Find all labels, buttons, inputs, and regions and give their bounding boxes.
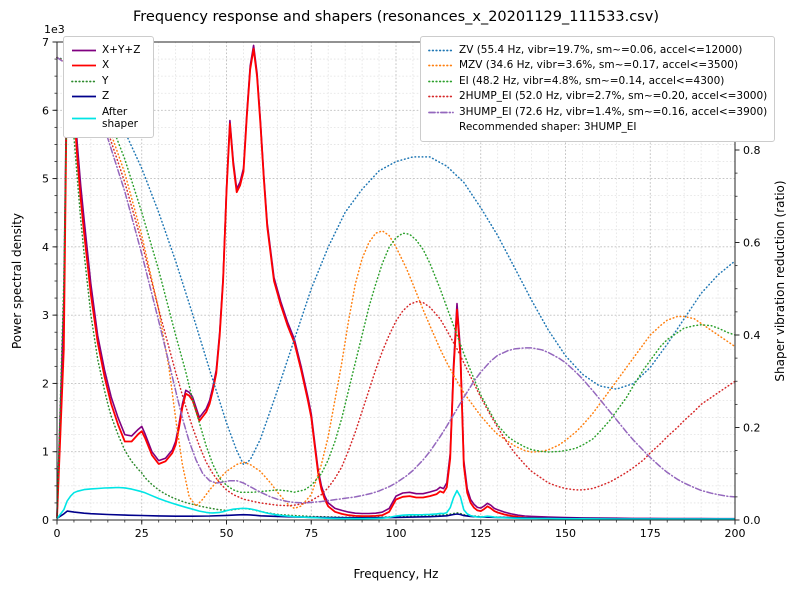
legend-line-sample-mzv-icon bbox=[428, 64, 454, 67]
tick-label: 0.2 bbox=[743, 421, 761, 434]
shaper-legend: ZV (55.4 Hz, vibr=19.7%, sm~=0.06, accel… bbox=[420, 36, 776, 142]
tick-label: 125 bbox=[470, 527, 491, 540]
tick-label: 5 bbox=[42, 173, 49, 186]
series-After shaper bbox=[56, 486, 735, 520]
series-ZV bbox=[56, 56, 736, 466]
legend-label-xyz: X+Y+Z bbox=[102, 43, 141, 56]
tick-label: 0.8 bbox=[743, 144, 761, 157]
tick-label: 100 bbox=[386, 527, 407, 540]
chart-title: Frequency response and shapers (resonanc… bbox=[133, 9, 659, 25]
tick-label: 200 bbox=[725, 527, 746, 540]
legend-line-sample-after-shaper-icon bbox=[72, 117, 96, 119]
legend-line-sample-3hump-ei-icon bbox=[428, 111, 454, 113]
legend-line-sample-y-icon bbox=[71, 80, 97, 82]
legend-item-z: Z bbox=[71, 90, 146, 103]
tick-label: 50 bbox=[220, 527, 234, 540]
axis-ticks bbox=[52, 41, 740, 525]
psd-legend: X+Y+Z X Y Z After shaper bbox=[63, 36, 154, 139]
legend-item-recommendation: Recommended shaper: 3HUMP_EI bbox=[428, 121, 767, 134]
tick-label: 150 bbox=[555, 527, 576, 540]
series-MZV bbox=[56, 56, 736, 510]
legend-label-mzv: MZV (34.6 Hz, vibr=3.6%, sm~=0.17, accel… bbox=[459, 59, 739, 71]
legend-label-y: Y bbox=[102, 74, 109, 87]
legend-item-after-shaper: After shaper bbox=[71, 106, 146, 131]
tick-label: 6 bbox=[42, 104, 49, 117]
tick-label: 175 bbox=[640, 527, 661, 540]
legend-item-ei: EI (48.2 Hz, vibr=4.8%, sm~=0.14, accel<… bbox=[428, 75, 767, 88]
legend-item-x: X bbox=[71, 59, 146, 72]
legend-item-y: Y bbox=[71, 75, 146, 88]
legend-label-zv: ZV (55.4 Hz, vibr=19.7%, sm~=0.06, accel… bbox=[459, 43, 743, 56]
legend-label-ei: EI (48.2 Hz, vibr=4.8%, sm~=0.14, accel<… bbox=[459, 74, 725, 87]
legend-item-2hump-ei: 2HUMP_EI (52.0 Hz, vibr=2.7%, sm~=0.20, … bbox=[428, 90, 767, 103]
legend-line-sample-z-icon bbox=[72, 95, 96, 98]
psd-series bbox=[56, 41, 736, 521]
legend-label-after-shaper: After shaper bbox=[102, 105, 139, 131]
legend-line-sample-zv-icon bbox=[428, 49, 454, 51]
series-2HUMP_EI bbox=[56, 56, 736, 507]
recommended-shaper-text: Recommended shaper: 3HUMP_EI bbox=[459, 121, 637, 133]
tick-label: 1 bbox=[42, 446, 49, 459]
tick-label: 2 bbox=[42, 377, 49, 390]
legend-line-sample-ei-icon bbox=[428, 80, 454, 82]
series-3HUMP_EI bbox=[56, 56, 736, 504]
tick-label: 0 bbox=[54, 527, 61, 540]
legend-item-zv: ZV (55.4 Hz, vibr=19.7%, sm~=0.06, accel… bbox=[428, 44, 767, 57]
legend-label-z: Z bbox=[102, 90, 110, 102]
tick-label: 25 bbox=[135, 527, 149, 540]
tick-label: 0.6 bbox=[743, 236, 761, 249]
legend-line-sample-x-icon bbox=[72, 64, 96, 67]
tick-label: 4 bbox=[42, 241, 49, 254]
tick-label: 0.0 bbox=[743, 514, 761, 527]
x-axis-label: Frequency, Hz bbox=[353, 567, 439, 581]
legend-label-x: X bbox=[102, 59, 110, 71]
legend-item-mzv: MZV (34.6 Hz, vibr=3.6%, sm~=0.17, accel… bbox=[428, 59, 767, 72]
legend-line-sample-2hump-ei-icon bbox=[428, 95, 454, 98]
tick-label: 1e3 bbox=[44, 23, 65, 36]
tick-label: 3 bbox=[42, 309, 49, 322]
y-axis-label-right: Shaper vibration reduction (ratio) bbox=[773, 180, 787, 382]
tick-label: 7 bbox=[42, 36, 49, 49]
tick-label: 0.4 bbox=[743, 329, 761, 342]
legend-label-2hump-ei: 2HUMP_EI (52.0 Hz, vibr=2.7%, sm~=0.20, … bbox=[459, 90, 768, 102]
tick-label: 0 bbox=[42, 514, 49, 527]
tick-label: 75 bbox=[304, 527, 318, 540]
y-axis-label-left: Power spectral density bbox=[10, 212, 24, 350]
tick-labels: 0 25 50 75 100 125 150 175 200 0 1 2 3 4 5 6 7 0.0 0.2 0.4 0… bbox=[42, 23, 761, 540]
legend-item-xyz: X+Y+Z bbox=[71, 44, 146, 57]
legend-label-3hump-ei: 3HUMP_EI (72.6 Hz, vibr=1.4%, sm~=0.16, … bbox=[459, 105, 768, 118]
series-EI bbox=[56, 56, 736, 493]
series-X bbox=[56, 47, 735, 521]
legend-line-sample-xyz-icon bbox=[72, 49, 96, 51]
shaper-series bbox=[56, 56, 736, 510]
legend-item-3hump-ei: 3HUMP_EI (72.6 Hz, vibr=1.4%, sm~=0.16, … bbox=[428, 106, 767, 119]
